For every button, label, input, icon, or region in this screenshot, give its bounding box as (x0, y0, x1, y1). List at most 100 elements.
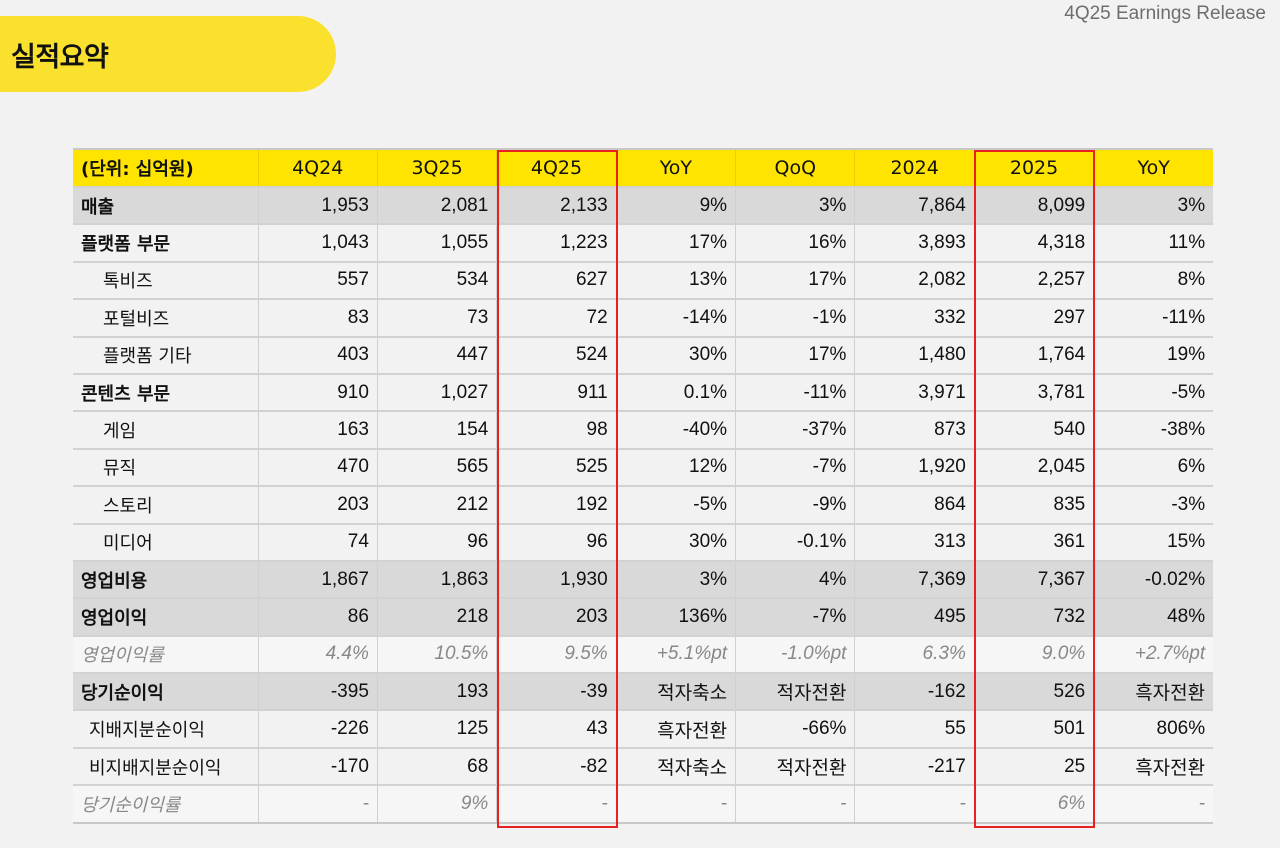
row-label: 매출 (81, 196, 115, 218)
table-cell: 3% (735, 187, 855, 225)
table-cell: 3% (615, 560, 736, 599)
table-cell: 흑자전환 (615, 710, 736, 748)
table-cell: 83 (257, 299, 378, 337)
table-cell: 7,367 (973, 560, 1094, 599)
table-cell: -40% (615, 411, 736, 449)
table-cell: -217 (854, 747, 975, 786)
row-label: 플랫폼 부문 (81, 234, 171, 256)
table-cell: -37% (735, 411, 855, 449)
table-row: 톡비즈 557 534 627 13% 17% 2,082 2,257 8% (73, 261, 1214, 300)
table-cell: 10.5% (376, 635, 497, 674)
table-cell: 125 (376, 710, 497, 748)
table-cell: 6% (1093, 448, 1214, 487)
release-label: 4Q25 Earnings Release (1064, 3, 1266, 24)
table-cell: 501 (973, 710, 1094, 748)
table-cell: 흑자전환 (1093, 673, 1214, 711)
table-cell: 적자전환 (735, 747, 855, 786)
table-cell: 30% (615, 523, 736, 561)
table-row: 당기순이익 -395 193 -39 적자축소 적자전환 -162 526 흑자전환 (73, 673, 1214, 711)
column-header: YoY (615, 149, 736, 187)
table-cell: 163 (257, 411, 378, 449)
table-cell: 30% (615, 336, 736, 374)
table-row: 미디어 74 96 96 30% -0.1% 313 361 15% (73, 523, 1214, 561)
table-cell: 540 (973, 411, 1094, 449)
row-label: 영업이익률 (81, 645, 164, 667)
table-cell: 835 (973, 486, 1094, 524)
table-cell: 19% (1093, 336, 1214, 374)
table-cell: 98 (496, 411, 617, 449)
column-header: 4Q24 (257, 149, 378, 187)
table-cell: -395 (257, 673, 378, 711)
table-cell: -7% (735, 448, 855, 487)
table-cell: 910 (257, 373, 378, 412)
table-cell: -9% (735, 486, 855, 524)
table-row: 영업이익률 4.4% 10.5% 9.5% +5.1%pt -1.0%pt 6.3% 9.0%… (73, 635, 1214, 674)
page-title: 실적요약 (11, 41, 109, 73)
row-label: 스토리 (103, 495, 153, 517)
table-row: 플랫폼 기타 403 447 524 30% 17% 1,480 1,764 19% (73, 336, 1214, 374)
table-cell: -170 (257, 747, 378, 786)
table-cell: 4% (735, 560, 855, 599)
table-cell: 495 (854, 598, 975, 636)
table-cell: 1,480 (854, 336, 975, 374)
table-row: 콘텐츠 부문 910 1,027 911 0.1% -11% 3,971 3,781 -5% (73, 373, 1214, 412)
table-cell: 627 (496, 261, 617, 300)
table-cell: -0.02% (1093, 560, 1214, 599)
table-cell: -38% (1093, 411, 1214, 449)
table-cell: 9% (615, 187, 736, 225)
table-cell: 732 (973, 598, 1094, 636)
table-cell: 203 (496, 598, 617, 636)
table-cell: 361 (973, 523, 1094, 561)
table-cell: -14% (615, 299, 736, 337)
table-cell: 17% (615, 224, 736, 262)
table-cell: -7% (735, 598, 855, 636)
table-cell: 1,043 (257, 224, 378, 262)
table-cell: 297 (973, 299, 1094, 337)
table-cell: 7,864 (854, 187, 975, 225)
table-cell: 7,369 (854, 560, 975, 599)
table-cell: 2,045 (973, 448, 1094, 487)
table-header-row: (단위: 십억원) 4Q24 3Q25 4Q25 YoY QoQ 2024 20… (73, 149, 1214, 187)
table-cell: -3% (1093, 486, 1214, 524)
table-cell: 806% (1093, 710, 1214, 748)
table-row: 플랫폼 부문 1,043 1,055 1,223 17% 16% 3,893 4,318 11% (73, 224, 1214, 262)
column-header: 4Q25 (496, 149, 617, 187)
row-label: 포털비즈 (103, 308, 170, 330)
table-cell: -11% (735, 373, 855, 412)
table-cell: -39 (496, 673, 617, 711)
table-cell: 15% (1093, 523, 1214, 561)
unit-label: (단위: 십억원) (81, 159, 194, 180)
table-cell: 9.5% (496, 635, 617, 674)
table-cell: 25 (973, 747, 1094, 786)
table-cell: 11% (1093, 224, 1214, 262)
table-cell: -82 (496, 747, 617, 786)
table-cell: 9.0% (973, 635, 1094, 674)
table-row: 영업비용 1,867 1,863 1,930 3% 4% 7,369 7,367 -0.02% (73, 560, 1214, 599)
table-cell: -226 (257, 710, 378, 748)
summary-table-container: (단위: 십억원) 4Q24 3Q25 4Q25 YoY QoQ 2024 20… (73, 148, 1214, 828)
table-cell: 6% (973, 785, 1094, 823)
table-cell: -5% (615, 486, 736, 524)
table-cell: 흑자전환 (1093, 747, 1214, 786)
table-cell: 16% (735, 224, 855, 262)
row-label: 당기순이익률 (81, 794, 181, 816)
table-cell: 13% (615, 261, 736, 300)
table-cell: 8,099 (973, 187, 1094, 225)
table-cell: 68 (376, 747, 497, 786)
row-label: 콘텐츠 부문 (81, 383, 171, 405)
table-cell: -5% (1093, 373, 1214, 412)
title-banner: 실적요약 (0, 16, 336, 92)
table-cell: 2,257 (973, 261, 1094, 300)
table-cell: 적자전환 (735, 673, 855, 711)
table-cell: -66% (735, 710, 855, 748)
table-cell: 적자축소 (615, 747, 736, 786)
table-cell: 1,764 (973, 336, 1094, 374)
table-cell: 403 (257, 336, 378, 374)
table-cell: 48% (1093, 598, 1214, 636)
table-row: 당기순이익률 -9% - - - -6% - (73, 785, 1214, 823)
table-cell: 1,920 (854, 448, 975, 487)
table-cell: +2.7%pt (1093, 635, 1214, 674)
table-cell: 1,027 (376, 373, 497, 412)
table-cell: 2,081 (376, 187, 497, 225)
